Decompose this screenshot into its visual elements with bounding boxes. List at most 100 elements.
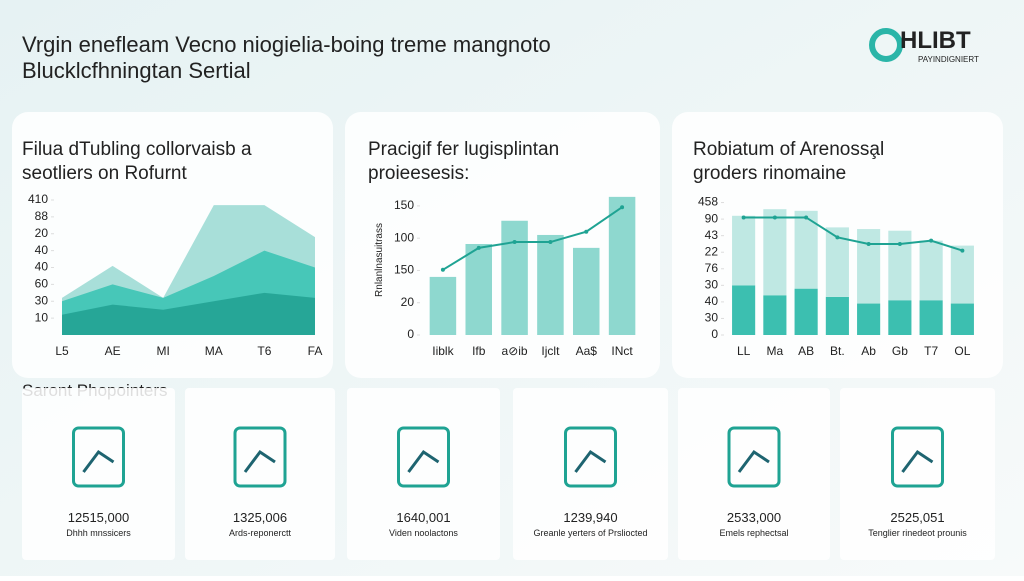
- x-tick-label: MI: [157, 344, 170, 358]
- header-title: Blucklcfhningtan Sertial: [22, 58, 251, 83]
- x-tick-label: Ijclt: [541, 344, 560, 358]
- card-icon: [233, 426, 287, 488]
- logo-icon: [869, 28, 903, 62]
- bar: [888, 300, 912, 335]
- card-icon: [82, 449, 115, 473]
- card-value: 2533,000: [727, 510, 781, 525]
- card-icon: [891, 426, 944, 488]
- bar: [919, 300, 943, 335]
- y-tick-label: 40: [35, 243, 49, 257]
- x-tick-label: Aa$: [576, 344, 598, 358]
- line-point: [620, 205, 625, 210]
- chart-title: seotliers on Rofurnt: [22, 163, 187, 184]
- x-tick-label: AB: [798, 344, 814, 358]
- line-point: [741, 215, 746, 220]
- bar: [950, 303, 974, 335]
- line-point: [772, 215, 777, 220]
- x-tick-label: T7: [924, 344, 938, 358]
- x-tick-label: FA: [308, 344, 323, 358]
- bar: [732, 285, 756, 335]
- line-point: [960, 248, 965, 253]
- x-tick-label: L5: [55, 344, 69, 358]
- line-point: [804, 215, 809, 220]
- line-point: [548, 240, 553, 245]
- line-point: [866, 241, 871, 246]
- cards: 12515,000 Dhhh mnssicers 1325,006 Ards-repo…: [22, 388, 995, 560]
- bar: [608, 196, 636, 335]
- card-label: Viden noolactons: [389, 528, 458, 538]
- y-tick-label: 40: [35, 260, 49, 274]
- chart-title: Robiatum of Arenossa̧l: [693, 139, 884, 160]
- card-icon: [737, 449, 770, 473]
- card-label: Tenglier rinedeot prounis: [868, 528, 967, 538]
- bar: [763, 209, 787, 296]
- y-tick-label: 30: [35, 293, 49, 307]
- card: [185, 388, 335, 560]
- card-value: 1239,940: [563, 510, 617, 525]
- card-value: 12515,000: [68, 510, 129, 525]
- x-tick-label: Gb: [892, 344, 908, 358]
- x-tick-label: OL: [954, 344, 970, 358]
- card-value: 1325,006: [233, 510, 287, 525]
- card-icon: [564, 426, 617, 488]
- y-tick-label: 90: [705, 211, 719, 225]
- x-tick-label: a⊘ib: [502, 344, 528, 358]
- card: [513, 388, 668, 560]
- x-tick-label: AE: [105, 344, 121, 358]
- card-icon: [901, 449, 934, 473]
- chart-title: Filua dTubling collorvaisb a: [22, 139, 252, 160]
- line: [743, 216, 963, 252]
- y-tick-label: 40: [705, 294, 719, 308]
- bar: [825, 296, 849, 335]
- chart-title: proieesesis:: [368, 163, 469, 184]
- x-tick-label: Ifb: [472, 344, 486, 358]
- bar: [919, 240, 943, 301]
- y-tick-label: 410: [28, 192, 48, 206]
- line-point: [476, 245, 481, 250]
- x-tick-label: INct: [611, 344, 633, 358]
- x-tick-label: Iiblk: [432, 344, 454, 358]
- bar: [888, 230, 912, 301]
- logo: HLIBT: [900, 27, 971, 54]
- card-icon: [574, 449, 607, 473]
- card-label: Dhhh mnssicers: [66, 528, 131, 538]
- card: [678, 388, 830, 560]
- x-tick-label: Ma: [767, 344, 784, 358]
- y-tick-label: 10: [35, 310, 49, 324]
- x-tick-label: Bt.: [830, 344, 845, 358]
- y-tick-label: 0: [407, 327, 414, 341]
- bar: [732, 215, 756, 286]
- bar: [950, 245, 974, 304]
- header-title: Vrgin enefleam Vecno niogielia-boing tre…: [22, 32, 551, 57]
- bar: [763, 295, 787, 335]
- y-tick-label: 30: [705, 278, 719, 292]
- y-tick-label: 20: [401, 295, 415, 309]
- line: [442, 206, 623, 271]
- y-tick-label: 20: [35, 226, 49, 240]
- x-tick-label: T6: [257, 344, 271, 358]
- bar: [501, 220, 528, 335]
- bar: [794, 210, 818, 289]
- card-icon: [72, 426, 125, 488]
- y-tick-label: 88: [35, 209, 49, 223]
- y-tick-label: 43: [705, 228, 719, 242]
- card-value: 2525,051: [890, 510, 944, 525]
- card-label: Emels rephectsal: [719, 528, 788, 538]
- card-label: Ards-reponerctt: [229, 528, 292, 538]
- line-point: [512, 240, 517, 245]
- y-axis-label: Rnlanlnasuitrass: [374, 223, 385, 297]
- bar: [429, 276, 457, 335]
- y-tick-label: 76: [705, 261, 719, 275]
- area: [62, 292, 315, 335]
- card: [840, 388, 995, 560]
- x-tick-label: Ab: [861, 344, 876, 358]
- card-icon: [727, 426, 781, 488]
- x-tick-label: MA: [205, 344, 223, 358]
- card-label: Greanle yerters of Prsliocted: [533, 528, 647, 538]
- line-point: [440, 267, 445, 272]
- bar: [465, 243, 493, 335]
- bar: [572, 247, 600, 335]
- y-tick-label: 150: [394, 263, 414, 277]
- y-tick-label: 60: [35, 277, 49, 291]
- chart-title: Pracigif fer lugisplintan: [368, 139, 559, 160]
